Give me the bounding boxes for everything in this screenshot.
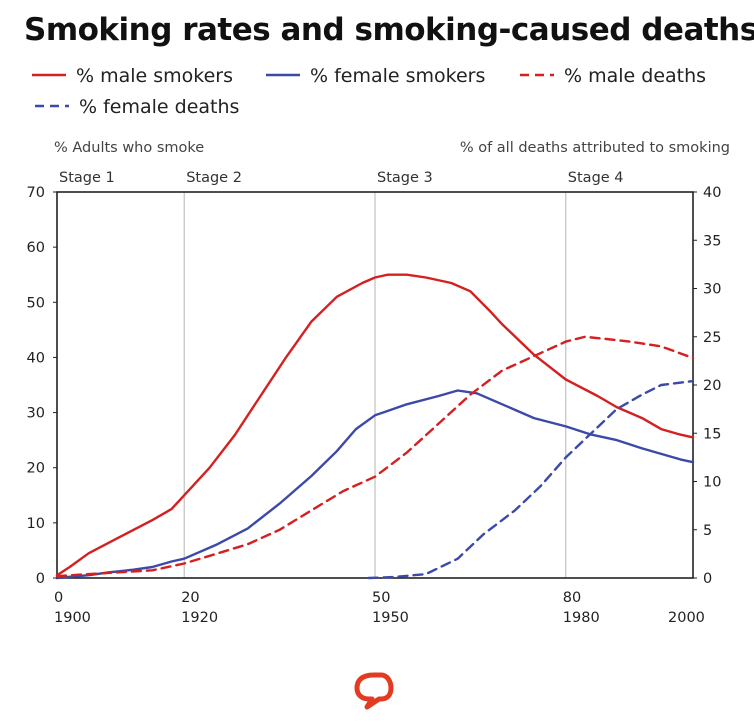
speech-bubble-icon (354, 672, 394, 710)
legend-label: % female smokers (310, 65, 485, 87)
right-tick-label: 15 (703, 426, 721, 442)
x-tick-label: 80 (563, 590, 581, 606)
x-tick-year: 2000 (668, 610, 705, 626)
left-axis-ticks: 0 10 20 30 40 50 60 70 (27, 185, 57, 587)
x-axis-ticks: 0 1900 20 1920 50 1950 80 1980 2000 (54, 590, 705, 626)
x-tick-label: 20 (181, 590, 199, 606)
x-tick-year: 1980 (563, 610, 600, 626)
left-tick-label: 20 (27, 461, 45, 477)
legend-label: % male deaths (564, 65, 706, 87)
left-axis-title: % Adults who smoke (54, 140, 204, 156)
right-tick-label: 35 (703, 233, 721, 249)
right-axis-ticks: 0 5 10 15 20 25 30 35 40 (693, 185, 721, 587)
legend-label: % male smokers (76, 65, 233, 87)
stage-label: Stage 2 (186, 170, 242, 186)
x-tick-year: 1950 (372, 610, 409, 626)
x-tick-year: 1920 (181, 610, 218, 626)
chart-title: Smoking rates and smoking-caused deaths (24, 12, 754, 48)
stage-label: Stage 3 (377, 170, 433, 186)
stage-dividers (183, 192, 567, 578)
left-tick-label: 0 (36, 571, 45, 587)
right-tick-label: 30 (703, 282, 721, 298)
right-tick-label: 40 (703, 185, 721, 201)
stage-label: Stage 1 (59, 170, 115, 186)
left-tick-label: 40 (27, 350, 45, 366)
left-tick-label: 60 (27, 240, 45, 256)
series-line-male-smokers (55, 273, 695, 577)
left-tick-label: 70 (27, 185, 45, 201)
right-tick-label: 20 (703, 378, 721, 394)
axis-titles: % Adults who smoke % of all deaths attrib… (54, 140, 730, 156)
stage-labels: Stage 1 Stage 2 Stage 3 Stage 4 (59, 170, 624, 186)
stage-label: Stage 4 (568, 170, 624, 186)
x-tick-label: 0 (54, 590, 63, 606)
series-line-female-smokers (55, 389, 695, 580)
right-tick-label: 0 (703, 571, 712, 587)
left-tick-label: 30 (27, 406, 45, 422)
series-line-female-deaths (367, 379, 695, 580)
right-tick-label: 10 (703, 475, 721, 491)
legend: % male smokers % female smokers % male dea… (32, 65, 706, 118)
legend-label: % female deaths (79, 96, 239, 118)
left-tick-label: 50 (27, 295, 45, 311)
series-lines (55, 273, 695, 580)
series-line-male-deaths (55, 335, 695, 578)
right-tick-label: 25 (703, 330, 721, 346)
x-tick-label: 50 (372, 590, 390, 606)
right-tick-label: 5 (703, 523, 712, 539)
x-tick-year: 1900 (54, 610, 91, 626)
left-tick-label: 10 (27, 516, 45, 532)
right-axis-title: % of all deaths attributed to smoking (460, 140, 730, 156)
